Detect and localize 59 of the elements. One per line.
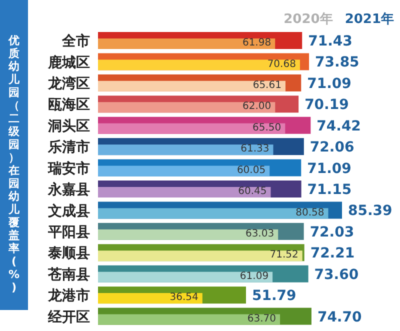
data-label: 36.54: [170, 292, 198, 304]
bar: [98, 272, 273, 282]
y-tick-label: 经开区: [47, 309, 90, 326]
bar: [98, 208, 328, 219]
bar: [98, 123, 286, 134]
data-label: 60.05: [236, 164, 266, 176]
y-tick-label: 龙港市: [47, 287, 90, 304]
data-label: 71.52: [270, 250, 298, 261]
y-tick-label: 瓯海区: [48, 97, 90, 114]
data-label: 63.70: [247, 313, 276, 324]
data-label: 51.79: [252, 288, 296, 304]
data-label: 73.60: [314, 266, 359, 283]
bar: [98, 166, 270, 176]
text: 优质幼儿园（二级园）在园幼儿覆盖率(%): [8, 34, 20, 294]
y-tick-label: 全市: [61, 32, 90, 50]
y-tick-label: 龙湾区: [47, 75, 90, 92]
data-label: 61.09: [240, 270, 269, 282]
data-label: 72.21: [310, 246, 355, 262]
y-tick-label: 永嘉县: [47, 181, 90, 198]
data-label: 61.33: [240, 144, 270, 155]
bar: [98, 314, 280, 325]
data-label: 85.39: [348, 203, 392, 220]
y-tick-label: 瑞安市: [47, 160, 90, 177]
bar: [98, 250, 302, 262]
data-label: 74.70: [317, 309, 362, 326]
bar: [98, 102, 276, 113]
y-tick-label: 鹿城区: [47, 54, 90, 71]
bar: [98, 186, 271, 198]
y-tick-label: 文成县: [47, 202, 90, 220]
series-label: 2020年: [284, 11, 333, 28]
y-tick-label: 苍南县: [47, 266, 90, 283]
bar: [98, 144, 274, 156]
data-label: 61.98: [242, 38, 272, 49]
bar: [98, 293, 202, 304]
data-label: 62.00: [242, 101, 272, 112]
data-label: 74.42: [316, 118, 361, 134]
bar: [98, 229, 278, 240]
data-label: 60.45: [238, 186, 267, 198]
data-label: 70.19: [304, 97, 349, 114]
data-label: 63.03: [245, 228, 274, 240]
data-label: 71.09: [307, 76, 352, 92]
data-label: 65.50: [252, 122, 282, 134]
data-label: 80.58: [296, 207, 324, 218]
data-label: 72.06: [310, 140, 354, 156]
data-label: 65.61: [252, 80, 282, 92]
text: 2021年: [344, 11, 394, 28]
y-tick-label: 平阳县: [47, 224, 90, 241]
data-label: 70.68: [267, 58, 296, 70]
data-label: 72.03: [310, 224, 354, 240]
y-tick-label: 乐清市: [47, 138, 90, 156]
data-label: 71.09: [307, 160, 352, 177]
data-label: 71.43: [308, 34, 352, 50]
y-tick-label: 泰顺县: [47, 246, 90, 262]
bar: [98, 80, 286, 92]
data-label: 73.85: [315, 54, 360, 71]
bar: [98, 60, 300, 70]
y-tick-label: 洞头区: [47, 118, 90, 134]
bar: [98, 38, 276, 49]
data-label: 71.15: [307, 182, 352, 198]
